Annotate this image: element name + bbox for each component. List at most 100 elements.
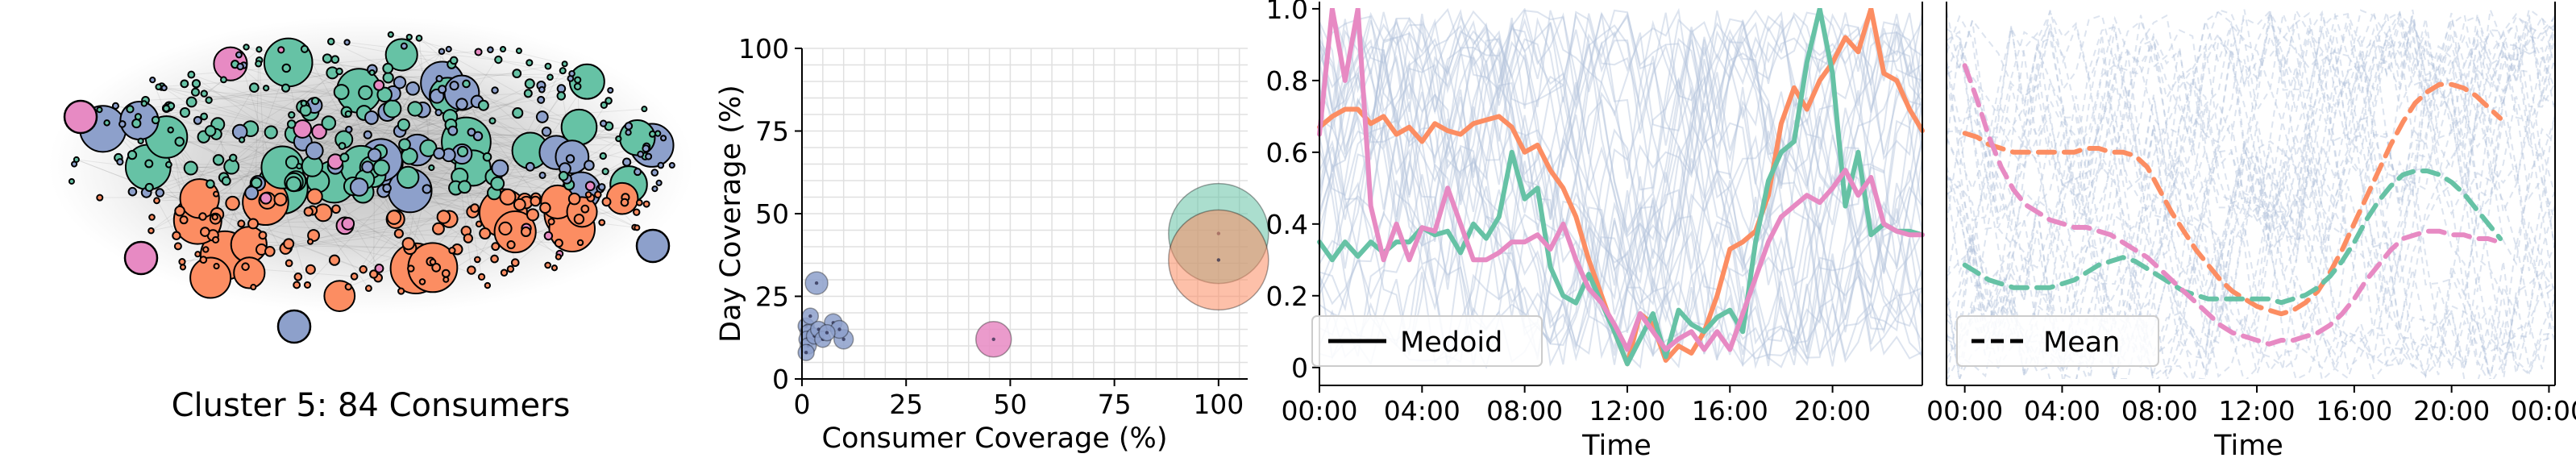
network-node — [220, 76, 227, 84]
network-node — [243, 44, 250, 51]
network-node — [635, 198, 643, 206]
network-node — [191, 79, 202, 89]
network-node — [523, 89, 533, 98]
network-node — [303, 206, 314, 217]
network-node — [235, 51, 243, 59]
network-node — [305, 264, 316, 275]
network-node — [335, 67, 343, 76]
network-node — [63, 99, 98, 135]
network-node — [393, 228, 404, 239]
medoid-legend-box — [1311, 315, 1543, 367]
network-node — [221, 176, 231, 186]
network-node — [657, 161, 665, 169]
network-node — [431, 262, 442, 273]
network-node — [367, 148, 382, 163]
network-node — [344, 283, 352, 291]
background-profile — [1947, 9, 2556, 379]
network-node — [651, 185, 659, 193]
network-node — [238, 136, 246, 144]
network-edge — [418, 37, 580, 128]
network-node — [285, 155, 300, 169]
network-node — [659, 135, 667, 142]
network-node — [512, 69, 522, 79]
background-profile — [1947, 9, 2556, 373]
network-node — [535, 110, 549, 123]
network-node — [494, 55, 503, 65]
network-node — [173, 242, 182, 251]
network-node — [384, 38, 418, 72]
network-node — [491, 86, 499, 94]
network-node — [418, 278, 426, 285]
network-node — [393, 76, 407, 89]
network-node — [229, 153, 238, 162]
network-node — [525, 161, 535, 172]
network-node — [205, 96, 213, 104]
background-profile — [1319, 18, 1923, 360]
medoid-xtick-label: 04:00 — [1384, 395, 1460, 427]
network-node — [655, 179, 663, 186]
network-node — [559, 67, 567, 75]
network-node — [345, 125, 353, 134]
network-node — [258, 231, 268, 240]
network-node — [247, 218, 260, 230]
network-node — [449, 81, 459, 91]
network-node — [467, 127, 476, 137]
mean-series — [1962, 63, 2503, 347]
scatter-point-center — [1216, 258, 1221, 262]
background-profile — [1947, 10, 2556, 377]
medoid-ytick-label: 0 — [1291, 352, 1308, 384]
scatter-ytick-label: 25 — [755, 281, 789, 313]
mean-xtick-label: 16:00 — [2316, 395, 2392, 427]
network-node — [126, 105, 135, 114]
scatter-xtick-label: 75 — [1098, 389, 1132, 420]
network-node — [382, 183, 392, 194]
network-edge — [168, 64, 452, 107]
mean-xtick-label: 12:00 — [2218, 395, 2295, 427]
network-node — [622, 157, 632, 167]
background-profile — [1947, 28, 2556, 379]
network-node — [642, 144, 650, 153]
network-node — [601, 197, 612, 207]
series-line-pink — [1962, 63, 2503, 347]
network-node — [556, 91, 567, 101]
network-node — [467, 265, 476, 275]
background-profile — [1319, 13, 1923, 366]
background-profile — [1319, 8, 1923, 302]
network-node — [539, 202, 551, 214]
network-node — [179, 215, 189, 225]
network-node — [635, 228, 671, 264]
network-node — [477, 273, 486, 281]
network-node — [374, 263, 384, 273]
network-node — [164, 160, 172, 169]
scatter-xtick-label: 100 — [1193, 389, 1244, 420]
network-node — [233, 256, 266, 289]
network-node — [607, 86, 614, 94]
network-node — [190, 87, 200, 97]
network-node — [307, 229, 320, 242]
medoid-xtick-label: 12:00 — [1589, 395, 1665, 427]
network-node — [538, 171, 546, 179]
network-node — [400, 42, 408, 50]
network-node — [299, 104, 312, 117]
mean-legend-box — [1956, 315, 2159, 367]
network-node — [187, 70, 196, 79]
network-node — [137, 137, 144, 144]
network-node — [387, 31, 394, 38]
network-node — [487, 46, 494, 54]
network-node — [306, 238, 314, 245]
network-node — [300, 99, 308, 107]
network-node — [584, 181, 596, 192]
network-node — [249, 82, 260, 93]
network-node — [429, 258, 437, 266]
network-node — [479, 227, 492, 240]
network-node — [597, 183, 606, 191]
network-node — [155, 83, 162, 91]
network-caption: Cluster 5: 84 Consumers — [172, 387, 571, 424]
background-profile — [1319, 31, 1923, 368]
network-edge — [226, 109, 423, 181]
network-edge — [143, 102, 211, 131]
network-node — [237, 219, 246, 228]
scatter-point-center — [814, 281, 819, 285]
network-node — [620, 198, 629, 207]
